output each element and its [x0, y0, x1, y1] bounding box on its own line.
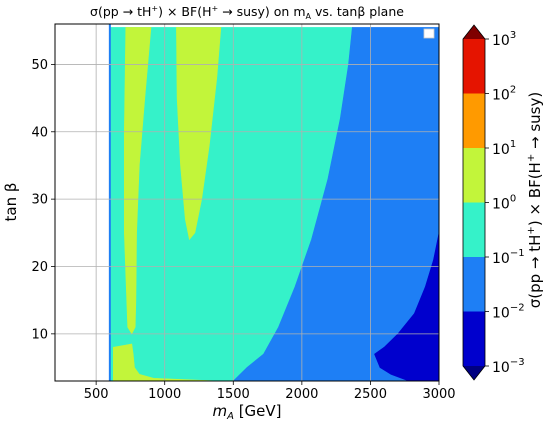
y-tick-label: 20 — [31, 260, 48, 275]
colorbar-extend-over — [463, 25, 485, 39]
legend-box — [423, 28, 435, 39]
heatmap-region-4 — [232, 27, 439, 381]
colorbar-band-1 — [463, 257, 485, 312]
y-axis-ticks: 10 20 30 40 50 — [31, 58, 55, 342]
heatmap-regions — [55, 24, 439, 381]
colorbar-label-e: → susy) — [526, 92, 544, 154]
x-tick-label: 3000 — [422, 387, 455, 402]
plot-frame — [54, 23, 440, 382]
x-axis-ticks: 500 1000 1500 2000 2500 3000 — [84, 381, 456, 402]
title-mid: ) × BF(H — [158, 4, 211, 19]
x-tick-label: 2000 — [285, 387, 318, 402]
title-sup-1: + — [151, 4, 158, 13]
colorbar-band-2 — [463, 202, 485, 257]
x-tick-label: 500 — [84, 387, 109, 402]
heatmap-region-1 — [124, 27, 152, 335]
colorbar-label-sup-2: + — [526, 154, 537, 162]
colorbar-tick-label: 102 — [492, 85, 516, 104]
x-axis-label-rest: [GeV] — [234, 402, 282, 420]
title-sub: A — [306, 12, 312, 21]
colorbar-tick-label: 100 — [492, 194, 516, 213]
colorbar-tick-label: 10−1 — [492, 248, 525, 267]
empty-region — [55, 24, 110, 381]
colorbar-extend-under — [463, 366, 485, 380]
y-tick-label: 10 — [31, 327, 48, 342]
colorbar-tick-label: 101 — [492, 139, 516, 158]
title-prefix: σ(pp → tH — [90, 4, 151, 19]
colorbar-label-sup-1: + — [526, 226, 537, 234]
chart-title: σ(pp → tH+) × BF(H+ → susy) on mA vs. ta… — [90, 4, 404, 21]
colorbar-label-c: ) × BF(H — [526, 162, 544, 226]
colorbar-tick-label: 10−2 — [492, 303, 525, 322]
colorbar-band-5 — [463, 39, 485, 94]
y-tick-label: 40 — [31, 125, 48, 140]
x-tick-label: 1500 — [217, 387, 250, 402]
colorbar-band-4 — [463, 93, 485, 148]
colorbar-tick-label: 103 — [492, 30, 516, 49]
y-axis-label: tan β — [2, 183, 20, 222]
colorbar-tick-label: 10−3 — [492, 357, 525, 376]
x-axis-label-sub: A — [226, 411, 234, 422]
y-tick-label: 30 — [31, 193, 48, 208]
x-tick-label: 1000 — [148, 387, 181, 402]
x-axis-label: mA [GeV] — [212, 402, 281, 422]
colorbar-label-a: σ(pp → tH — [526, 235, 544, 309]
colorbar-band-3 — [463, 148, 485, 203]
colorbar — [462, 24, 486, 381]
title-suffix-1: → susy) on m — [218, 4, 305, 19]
heatmap-region-2 — [176, 27, 222, 241]
heatmap-region-5 — [374, 232, 439, 381]
title-suffix-2: vs. tanβ plane — [311, 4, 404, 19]
y-tick-label: 50 — [31, 58, 48, 73]
heatmap-region-3 — [113, 343, 220, 381]
colorbar-band-0 — [463, 311, 485, 366]
title-sup-2: + — [211, 4, 218, 13]
colorbar-ticks: 10−3 10−2 10−1 100 101 102 103 — [485, 30, 525, 376]
colorbar-label: σ(pp → tH+) × BF(H+ → susy) — [526, 92, 544, 308]
x-axis-label-main: m — [212, 402, 227, 420]
x-tick-label: 2500 — [354, 387, 387, 402]
